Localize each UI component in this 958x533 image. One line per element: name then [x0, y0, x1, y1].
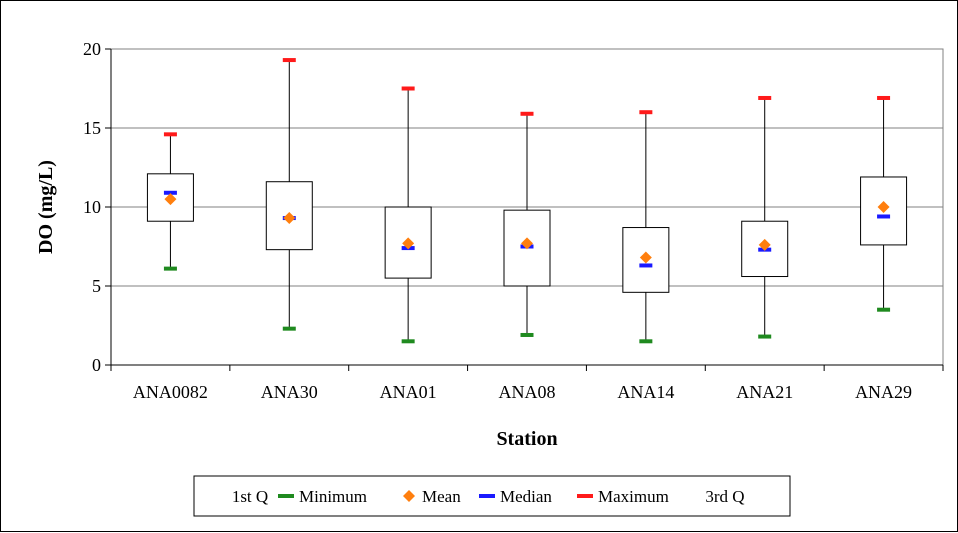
x-tick-label: ANA21: [736, 382, 793, 402]
tick-labels: 0 5 10 15 20 ANA0082 ANA30 ANA01 ANA08 ANA14 ANA21…: [83, 39, 912, 402]
y-tick-label: 5: [92, 276, 101, 296]
x-tick-label: ANA30: [261, 382, 318, 402]
mean-marker: [639, 251, 652, 264]
legend-label: Maximum: [598, 487, 669, 506]
y-tick-label: 15: [83, 118, 101, 138]
legend-label: 3rd Q: [705, 487, 744, 506]
x-tick-label: ANA14: [617, 382, 674, 402]
mean-marker: [164, 193, 177, 206]
y-tick-label: 0: [92, 355, 101, 375]
mean-marker: [877, 201, 890, 213]
legend-mean-key: [403, 490, 415, 502]
boxes: [146, 58, 908, 344]
mean-marker: [402, 237, 415, 250]
x-tick-label: ANA0082: [133, 382, 208, 402]
x-tick-label: ANA29: [855, 382, 912, 402]
mean-marker: [758, 238, 771, 251]
legend-label: Median: [500, 487, 552, 506]
legend-label: Minimum: [299, 487, 367, 506]
legend-label: 1st Q: [232, 487, 268, 506]
y-tick-label: 10: [83, 197, 101, 217]
y-tick-label: 20: [83, 39, 101, 59]
legend-label: Mean: [422, 487, 461, 506]
mean-marker: [283, 212, 296, 225]
x-tick-label: ANA01: [380, 382, 437, 402]
mean-marker: [521, 237, 533, 250]
axes: [105, 48, 944, 371]
x-tick-label: ANA08: [499, 382, 556, 402]
legend: 1st Q Minimum Mean Median Maximum 3rd Q: [232, 487, 745, 506]
y-axis-title: DO (mg/L): [35, 160, 57, 254]
x-axis-title: Station: [496, 428, 557, 450]
